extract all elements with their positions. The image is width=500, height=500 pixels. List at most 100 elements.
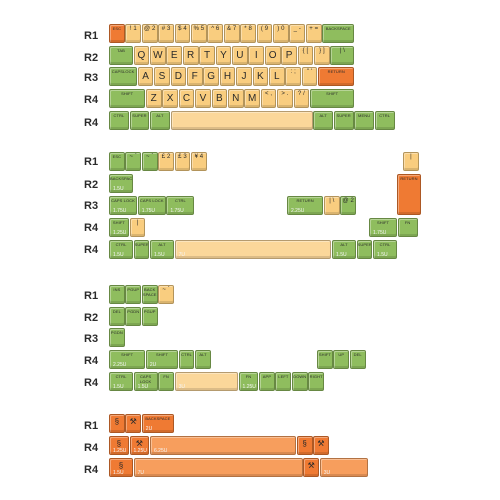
keycap[interactable]: §: [296, 436, 313, 455]
keycap[interactable]: { [: [297, 46, 314, 65]
keycap[interactable]: § 1.25U: [109, 436, 129, 455]
keycap[interactable]: ALT 1.5U: [332, 240, 357, 259]
keycap[interactable]: > .: [277, 89, 293, 108]
keycap[interactable]: LEFT: [275, 372, 292, 391]
keycap[interactable]: 6.25U: [150, 436, 297, 455]
keycap[interactable]: [170, 111, 313, 130]
keycap[interactable]: A: [137, 67, 154, 86]
keycap[interactable]: SHIFT: [317, 350, 333, 369]
keycap[interactable]: ? /: [293, 89, 310, 108]
keycap[interactable]: L: [268, 67, 285, 86]
keycap[interactable]: N: [227, 89, 244, 108]
keycap[interactable]: CTRL 1.5U: [109, 240, 133, 259]
keycap[interactable]: 3U: [319, 458, 369, 477]
keycap[interactable]: X: [162, 89, 179, 108]
keycap[interactable]: ESC: [109, 24, 125, 43]
keycap[interactable]: CAPSLOCK: [109, 67, 138, 86]
keycap[interactable]: PGUP: [125, 285, 142, 304]
keycap[interactable]: CAPS LOCK 1.5U: [133, 372, 158, 391]
keycap[interactable]: CAPS LOCK 1.75U: [109, 196, 138, 215]
keycap[interactable]: ⚒: [125, 414, 142, 433]
keycap[interactable]: E: [166, 46, 183, 65]
keycap[interactable]: | \: [330, 46, 355, 65]
keycap[interactable]: J: [236, 67, 252, 86]
keycap[interactable]: | \: [323, 196, 340, 215]
keycap[interactable]: ⚒ 1.25U: [129, 436, 150, 455]
keycap[interactable]: SUPER: [356, 240, 373, 259]
keycap[interactable]: FN 1.25U: [238, 372, 259, 391]
keycap[interactable]: SHIFT 1.75U: [369, 218, 398, 237]
keycap[interactable]: £ 2: [158, 152, 174, 171]
keycap[interactable]: £ 3: [174, 152, 191, 171]
keycap[interactable]: CTRL 1.75U: [166, 196, 195, 215]
keycap[interactable]: _ -: [289, 24, 306, 43]
keycap[interactable]: V: [195, 89, 211, 108]
keycap[interactable]: CTRL: [178, 350, 195, 369]
keycap[interactable]: # 3: [158, 24, 174, 43]
keycap[interactable]: PGDN: [109, 328, 125, 347]
keycap[interactable]: M: [244, 89, 261, 108]
keycap[interactable]: R: [182, 46, 199, 65]
keycap[interactable]: S: [154, 67, 170, 86]
keycap[interactable]: G: [203, 67, 220, 86]
keycap[interactable]: F: [186, 67, 203, 86]
keycap[interactable]: BACKSPACE 1.5U: [109, 174, 133, 193]
keycap[interactable]: : ;: [285, 67, 302, 86]
keycap[interactable]: ALT 1.5U: [150, 240, 174, 259]
keycap[interactable]: CTRL 1.5U: [373, 240, 398, 259]
keycap[interactable]: ^ 6: [207, 24, 224, 43]
keycap[interactable]: SHIFT: [109, 89, 146, 108]
keycap[interactable]: RETURN: [397, 174, 421, 215]
keycap[interactable]: I: [248, 46, 265, 65]
keycap[interactable]: ~ `: [125, 152, 142, 171]
keycap[interactable]: ⚒: [313, 436, 329, 455]
keycap[interactable]: ALT: [150, 111, 170, 130]
keycap[interactable]: SHIFT 2U: [145, 350, 179, 369]
keycap[interactable]: & 7: [223, 24, 240, 43]
keycap[interactable]: |: [403, 152, 419, 171]
keycap[interactable]: H: [219, 67, 236, 86]
keycap[interactable]: SUPER: [129, 111, 150, 130]
keycap[interactable]: * 8: [240, 24, 256, 43]
keycap[interactable]: PGUP: [141, 307, 158, 326]
keycap[interactable]: } ]: [314, 46, 330, 65]
keycap[interactable]: ¥ 4: [191, 152, 207, 171]
keycap[interactable]: PGDN: [125, 307, 142, 326]
keycap[interactable]: % 5: [191, 24, 207, 43]
keycap[interactable]: §: [109, 414, 125, 433]
keycap[interactable]: RIGHT: [308, 372, 325, 391]
keycap[interactable]: SHIFT 1.25U: [109, 218, 129, 237]
keycap[interactable]: 7U: [174, 240, 332, 259]
keycap[interactable]: UP: [333, 350, 350, 369]
keycap[interactable]: ⚒: [303, 458, 320, 477]
keycap[interactable]: ) 0: [273, 24, 289, 43]
keycap[interactable]: § 1.5U: [109, 458, 133, 477]
keycap[interactable]: ( 9: [256, 24, 273, 43]
keycap[interactable]: CTRL: [109, 111, 129, 130]
keycap[interactable]: DEL: [109, 307, 125, 326]
keycap[interactable]: O: [264, 46, 281, 65]
keycap[interactable]: RETURN: [318, 67, 355, 86]
keycap[interactable]: ESC: [109, 152, 125, 171]
keycap[interactable]: T: [199, 46, 215, 65]
keycap[interactable]: BACK SPACE: [141, 285, 158, 304]
keycap[interactable]: @ 2: [340, 196, 357, 215]
keycap[interactable]: BACKSPACE: [322, 24, 355, 43]
keycap[interactable]: FN: [158, 372, 174, 391]
keycap[interactable]: D: [170, 67, 187, 86]
keycap[interactable]: RETURN 2.25U: [287, 196, 324, 215]
keycap[interactable]: CTRL 1.5U: [109, 372, 133, 391]
keycap[interactable]: ALT: [195, 350, 211, 369]
keycap[interactable]: " ': [301, 67, 318, 86]
keycap[interactable]: SUPER: [333, 111, 354, 130]
keycap[interactable]: Y: [215, 46, 232, 65]
keycap[interactable]: 3U: [174, 372, 238, 391]
keycap[interactable]: TAB: [109, 46, 133, 65]
keycap[interactable]: + =: [305, 24, 322, 43]
keycap[interactable]: SHIFT 2.25U: [109, 350, 146, 369]
keycap[interactable]: ! 1: [125, 24, 142, 43]
keycap[interactable]: U: [232, 46, 248, 65]
keycap[interactable]: < ,: [260, 89, 277, 108]
keycap[interactable]: P: [281, 46, 297, 65]
keycap[interactable]: Z: [145, 89, 162, 108]
